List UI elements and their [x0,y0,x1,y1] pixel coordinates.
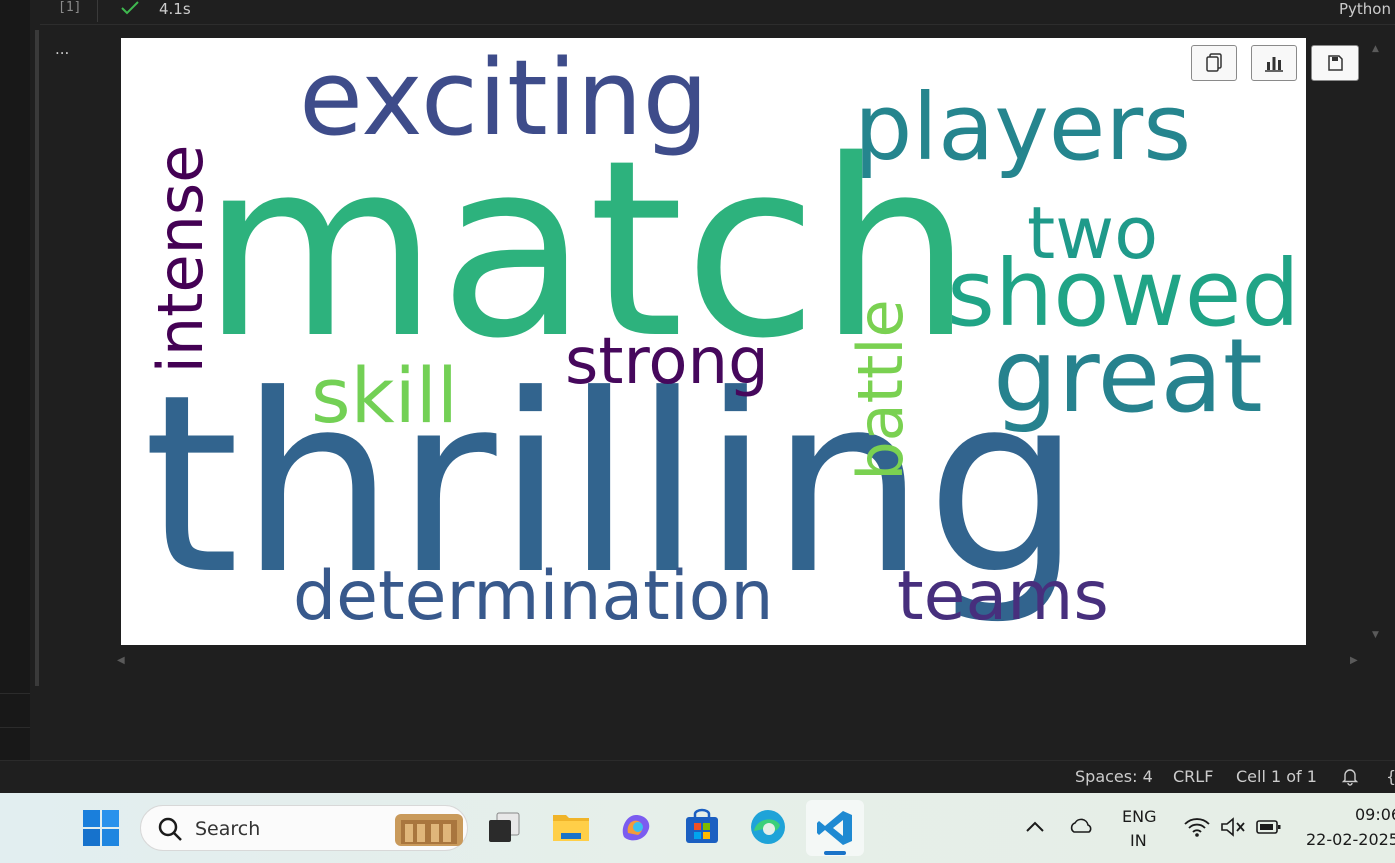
battery-icon[interactable] [1255,817,1283,837]
bell-icon[interactable] [1340,766,1360,790]
edge-browser-icon[interactable] [748,807,788,847]
active-app-indicator [824,851,846,855]
gutter-divider [0,693,30,694]
scroll-left-arrow-icon[interactable]: ◀ [117,655,125,666]
volume-muted-icon[interactable] [1219,815,1247,839]
bar-chart-icon [1265,57,1283,72]
cell-position-status[interactable]: Cell 1 of 1 [1236,767,1317,786]
indentation-status[interactable]: Spaces: 4 [1075,767,1153,786]
word-teams: teams [897,557,1109,636]
chevron-up-icon[interactable] [1024,817,1046,837]
cell-focus-indicator[interactable] [35,30,39,686]
word-players: players [854,74,1192,181]
vscode-icon [817,811,852,845]
taskbar-search-box[interactable]: Search [140,805,468,851]
windows-taskbar: Search ENG IN 09:06 2 [0,793,1395,863]
word-strong: strong [565,325,769,399]
word-two: two [1027,191,1159,275]
cell-status-row [40,0,1395,25]
clock-time[interactable]: 09:06 [1355,805,1395,824]
word-thrilling: thrilling [143,343,1082,629]
status-bar: Spaces: 4 CRLF Cell 1 of 1 { [0,760,1395,793]
save-output-button[interactable] [1311,45,1359,81]
line-ending-status[interactable]: CRLF [1173,767,1214,786]
copy-icon [1206,53,1222,72]
copy-output-button[interactable] [1191,45,1237,81]
copilot-icon[interactable] [616,807,656,847]
input-language-bottom[interactable]: IN [1130,831,1147,850]
windows-start-icon[interactable] [82,809,120,847]
scroll-down-arrow-icon[interactable]: ▼ [1372,630,1379,640]
word-great: great [993,317,1263,436]
search-highlight-icon [395,814,463,846]
language-mode-status[interactable]: { [1386,767,1395,786]
execution-count: [1] [58,0,82,15]
scroll-right-arrow-icon[interactable]: ▶ [1350,655,1358,666]
search-icon [158,817,182,841]
gutter-divider [0,727,30,728]
word-determination: determination [293,557,774,636]
check-icon [120,0,140,20]
kernel-label[interactable]: Python [1339,0,1391,18]
activity-gutter [0,0,30,760]
plot-viewer-button[interactable] [1251,45,1297,81]
scroll-up-arrow-icon[interactable]: ▲ [1372,44,1379,54]
search-placeholder: Search [195,818,261,840]
file-explorer-icon[interactable] [551,807,591,847]
task-view-icon[interactable] [485,807,525,847]
execution-time: 4.1s [159,0,191,18]
wifi-icon[interactable] [1183,815,1211,839]
microsoft-store-icon[interactable] [682,807,722,847]
word-match: match [201,108,973,392]
word-battle: battle [844,299,917,481]
save-icon [1328,55,1343,71]
vscode-taskbar-button[interactable] [806,800,864,856]
word-showed: showed [947,240,1300,347]
more-actions-icon[interactable]: ... [55,40,70,58]
word-exciting: exciting [299,38,709,159]
word-skill: skill [311,351,458,440]
header-divider [97,0,98,22]
input-language-top[interactable]: ENG [1122,807,1157,826]
onedrive-cloud-icon[interactable] [1068,815,1096,837]
word-intense: intense [144,144,217,374]
clock-date[interactable]: 22-02-2025 [1306,830,1395,849]
wordcloud-image: match thrilling exciting players intense… [121,38,1306,645]
